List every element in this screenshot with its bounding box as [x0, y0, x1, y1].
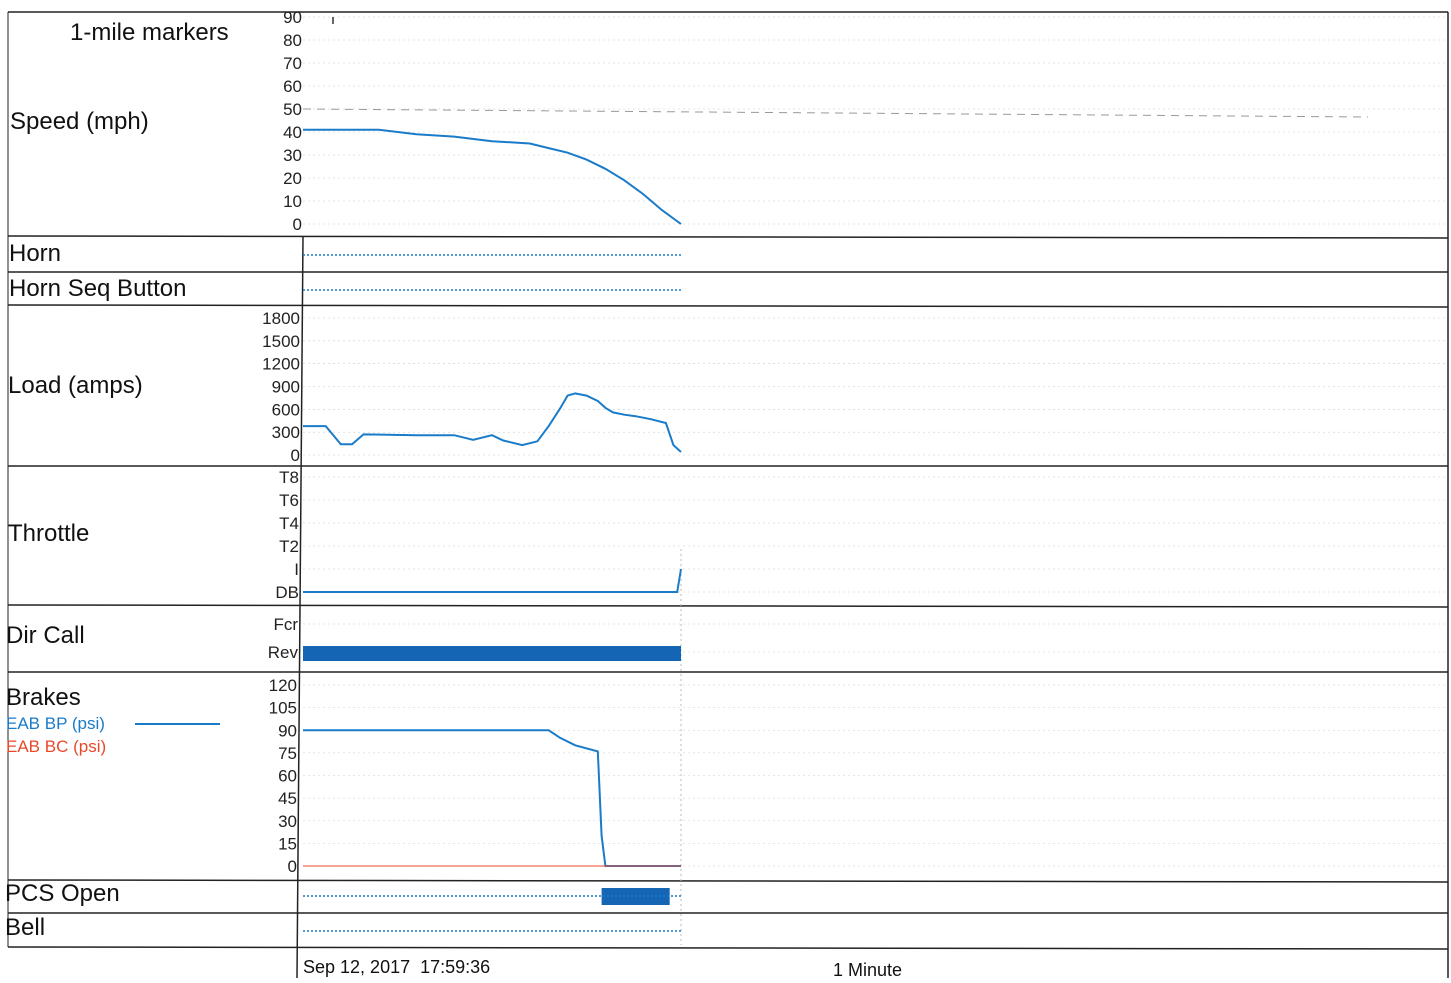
plot-left-border [296, 235, 304, 979]
panel-divider [7, 879, 1449, 883]
brakes-tick-label: 105 [269, 699, 297, 718]
dir-tick-label: Rev [268, 643, 299, 662]
throttle-tick-label: DB [275, 583, 299, 602]
load-tick-label: 1800 [262, 309, 300, 328]
load-tick-label: 0 [291, 446, 300, 465]
pcs-open-label: PCS Open [5, 880, 120, 907]
load-tick-label: 300 [272, 423, 300, 442]
mile-markers-label: 1-mile markers [70, 19, 229, 46]
speed-tick-label: 30 [283, 146, 302, 165]
panel-frame [7, 11, 1449, 979]
speed-tick-label: 60 [283, 77, 302, 96]
data-traces [303, 128, 682, 932]
load-label: Load (amps) [8, 372, 143, 399]
speed-trace [303, 128, 682, 225]
brakes-tick-label: 15 [278, 834, 297, 853]
load-trace [303, 392, 682, 453]
speed-tick-label: 40 [283, 123, 302, 142]
brakes-tick-label: 75 [278, 744, 297, 763]
brakes-label: Brakes [6, 684, 81, 711]
horn-label: Horn [9, 240, 61, 267]
eab-bp-legend: EAB BP (psi) [6, 714, 105, 733]
grid-lines [302, 16, 1448, 945]
brakes-tick-label: 30 [278, 812, 297, 831]
throttle-tick-label: T4 [279, 514, 299, 533]
speed-tick-label: 70 [283, 54, 302, 73]
horn-seq-label: Horn Seq Button [9, 275, 186, 302]
speed-tick-label: 0 [293, 215, 302, 234]
speed-reference-line [302, 108, 1369, 118]
brakes-tick-label: 45 [278, 789, 297, 808]
bell-label: Bell [5, 914, 45, 941]
time-scale-label: 1 Minute [833, 960, 902, 980]
throttle-trace [303, 568, 682, 593]
throttle-tick-label: T6 [279, 491, 299, 510]
throttle-tick-label: I [294, 560, 299, 579]
load-tick-label: 600 [272, 400, 300, 419]
brakes-tick-label: 0 [288, 857, 297, 876]
dir-call-label: Dir Call [6, 622, 85, 649]
panel-divider [7, 235, 1449, 239]
brakes-tick-label: 90 [278, 721, 297, 740]
timestamp: Sep 12, 2017 17:59:36 [303, 957, 490, 977]
throttle-tick-label: T2 [279, 537, 299, 556]
axis-ticks: 0102030405060708090030060090012001500180… [262, 8, 302, 876]
speed-tick-label: 50 [283, 100, 302, 119]
panel-divider [7, 946, 1449, 950]
load-tick-label: 1200 [262, 355, 300, 374]
throttle-tick-label: T8 [279, 468, 299, 487]
speed-tick-label: 10 [283, 192, 302, 211]
eab-bc-legend: EAB BC (psi) [6, 737, 106, 756]
throttle-label: Throttle [8, 520, 89, 547]
load-tick-label: 900 [272, 378, 300, 397]
load-tick-label: 1500 [262, 332, 300, 351]
speed-tick-label: 80 [283, 31, 302, 50]
dir-call-rev-bar [303, 646, 681, 661]
speed-label: Speed (mph) [10, 108, 149, 135]
speed-tick-label: 90 [283, 8, 302, 27]
brakes-tick-label: 60 [278, 767, 297, 786]
speed-tick-label: 20 [283, 169, 302, 188]
brakes-tick-label: 120 [269, 676, 297, 695]
dir-tick-label: Fcr [273, 615, 298, 634]
panel-divider [7, 604, 1449, 608]
panel-divider [7, 304, 1449, 308]
